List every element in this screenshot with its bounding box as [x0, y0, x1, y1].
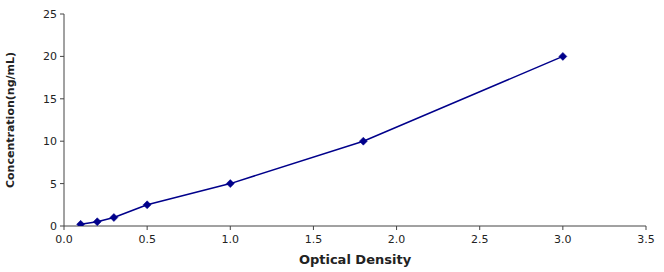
y-tick-label: 20	[43, 50, 57, 63]
y-tick	[60, 183, 64, 184]
marker	[110, 214, 118, 222]
x-tick	[646, 226, 647, 230]
x-axis-label: Optical Density	[299, 252, 412, 267]
y-axis-line	[64, 14, 65, 226]
axes: 0.0 0.5 1.0 1.5 2.0 2.5 3.0 3.5 0 5 10 15 20 25	[43, 8, 655, 246]
x-tick	[313, 226, 314, 230]
y-tick	[60, 98, 64, 99]
x-tick	[396, 226, 397, 230]
marker	[93, 218, 101, 226]
y-tick-label: 10	[43, 135, 57, 148]
x-tick-label: 1.5	[305, 233, 323, 246]
marker	[559, 52, 567, 60]
x-tick-label: 0.5	[138, 233, 156, 246]
y-tick	[60, 56, 64, 57]
marker	[226, 180, 234, 188]
chart-container: 0.0 0.5 1.0 1.5 2.0 2.5 3.0 3.5 0 5 10 15 20 25 Optica…	[0, 0, 664, 272]
x-tick	[147, 226, 148, 230]
y-tick	[60, 141, 64, 142]
line	[81, 56, 563, 224]
y-tick-label: 15	[43, 93, 57, 106]
marker	[77, 220, 85, 226]
chart: 0.0 0.5 1.0 1.5 2.0 2.5 3.0 3.5 0 5 10 15 20 25 Optica…	[0, 0, 664, 272]
y-tick-label: 0	[50, 220, 57, 233]
y-tick	[60, 14, 64, 15]
x-tick	[562, 226, 563, 230]
x-tick-label: 3.0	[554, 233, 572, 246]
marker	[359, 137, 367, 145]
y-axis-label: Concentration(ng/mL)	[4, 52, 17, 188]
y-tick	[60, 226, 64, 227]
x-tick	[479, 226, 480, 230]
x-tick	[64, 226, 65, 230]
x-tick-label: 2.0	[388, 233, 406, 246]
x-tick	[230, 226, 231, 230]
x-axis-line	[64, 226, 646, 227]
y-tick-label: 25	[43, 8, 57, 21]
x-tick-label: 2.5	[471, 233, 489, 246]
y-tick-label: 5	[50, 178, 57, 191]
marker	[143, 201, 151, 209]
x-tick-label: 1.0	[222, 233, 240, 246]
plot-area	[77, 52, 567, 226]
x-tick-label: 3.5	[637, 233, 655, 246]
x-tick-label: 0.0	[55, 233, 73, 246]
